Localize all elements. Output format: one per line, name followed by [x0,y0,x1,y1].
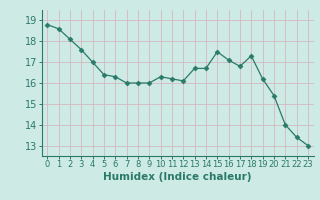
X-axis label: Humidex (Indice chaleur): Humidex (Indice chaleur) [103,172,252,182]
